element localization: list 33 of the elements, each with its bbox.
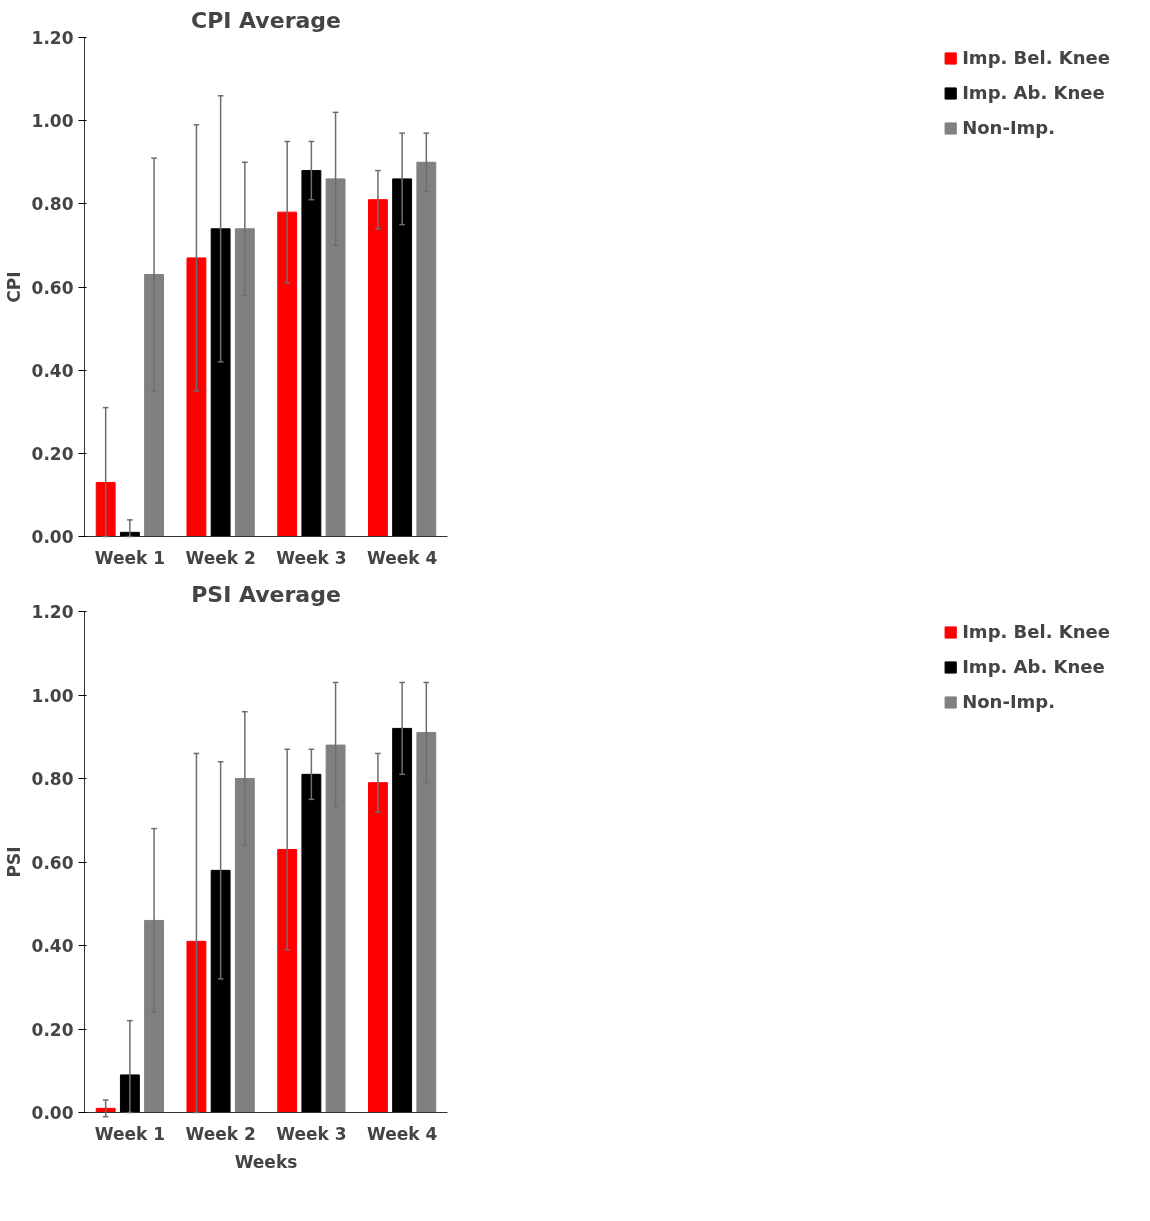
legend-label: Imp. Ab. Knee: [962, 82, 1105, 103]
y-tick-label: 0.20: [31, 1019, 74, 1040]
y-tick-label: 0.40: [31, 936, 74, 956]
y-tick-label: 1.20: [31, 28, 74, 48]
y-tick-label: 0.00: [31, 1103, 74, 1123]
y-tick-label: 0.80: [31, 194, 74, 215]
x-tick-label: Week 3: [276, 547, 347, 568]
x-axis-title: Weeks: [234, 1151, 298, 1172]
x-tick-label: Week 1: [94, 1123, 166, 1144]
y-tick-label: 0.20: [31, 443, 74, 464]
y-tick-label: 1.20: [31, 602, 74, 622]
y-tick-label: 0.40: [31, 360, 74, 381]
legend-label: Imp. Bel. Knee: [962, 47, 1110, 68]
x-tick-label: Week 1: [94, 547, 166, 568]
x-tick-label: Week 2: [185, 1123, 256, 1144]
x-tick-label: Week 2: [185, 547, 256, 568]
legend-label: Non-Imp.: [962, 117, 1056, 138]
y-tick-label: 0.80: [31, 769, 74, 789]
x-tick-label: Week 4: [367, 1123, 438, 1144]
legend-label: Imp. Bel. Knee: [962, 621, 1110, 642]
legend-label: Non-Imp.: [962, 691, 1056, 712]
y-tick-label: 0.60: [31, 277, 74, 298]
legend-label: Imp. Ab. Knee: [962, 656, 1105, 677]
y-axis-title: CPI: [3, 271, 24, 303]
chart-title: CPI Average: [191, 7, 341, 33]
y-tick-label: 0.00: [31, 527, 74, 547]
y-axis-title: PSI: [3, 846, 24, 878]
x-tick-label: Week 4: [367, 547, 438, 568]
y-tick-label: 1.00: [31, 111, 74, 132]
x-tick-label: Week 3: [276, 1123, 347, 1144]
chart-title: PSI Average: [191, 581, 341, 607]
y-tick-label: 0.60: [31, 852, 74, 873]
y-tick-label: 1.00: [31, 685, 74, 706]
